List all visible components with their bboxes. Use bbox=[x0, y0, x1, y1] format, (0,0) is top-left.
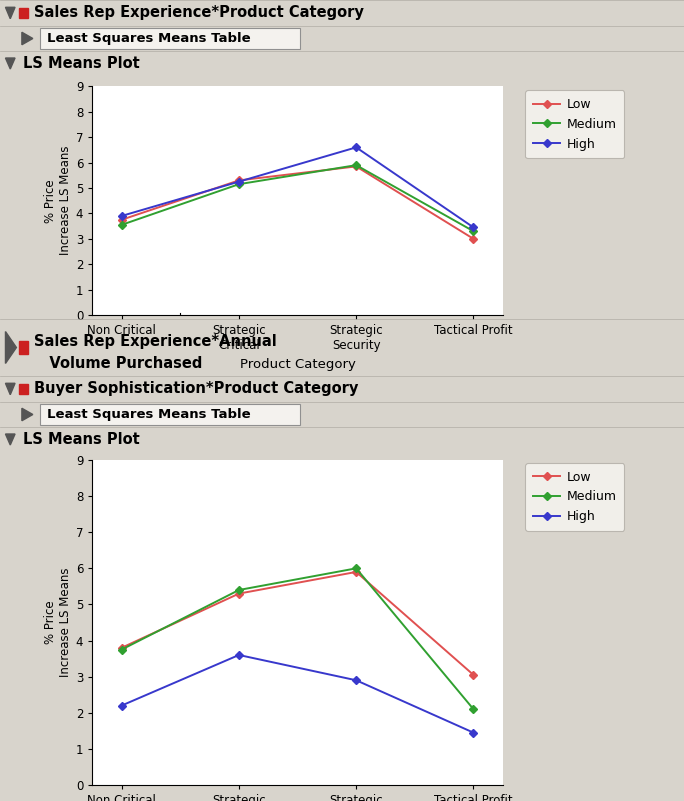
Text: LS Means Plot: LS Means Plot bbox=[23, 56, 140, 71]
Text: Sales Rep Experience*Annual: Sales Rep Experience*Annual bbox=[34, 334, 277, 349]
Polygon shape bbox=[22, 409, 33, 421]
Polygon shape bbox=[22, 32, 33, 45]
Polygon shape bbox=[5, 7, 15, 18]
Polygon shape bbox=[5, 58, 15, 69]
Y-axis label: % Price
Increase LS Means: % Price Increase LS Means bbox=[44, 568, 72, 677]
Text: Sales Rep Experience*Product Category: Sales Rep Experience*Product Category bbox=[34, 6, 364, 21]
Legend: Low, Medium, High: Low, Medium, High bbox=[525, 91, 624, 158]
X-axis label: Product Category: Product Category bbox=[239, 357, 356, 371]
Text: Least Squares Means Table: Least Squares Means Table bbox=[47, 408, 250, 421]
Bar bbox=[19, 340, 28, 354]
Legend: Low, Medium, High: Low, Medium, High bbox=[525, 463, 624, 531]
Text: Buyer Sophistication*Product Category: Buyer Sophistication*Product Category bbox=[34, 381, 358, 396]
Polygon shape bbox=[5, 332, 16, 364]
Y-axis label: % Price
Increase LS Means: % Price Increase LS Means bbox=[44, 146, 72, 256]
Text: Least Squares Means Table: Least Squares Means Table bbox=[47, 32, 250, 45]
FancyBboxPatch shape bbox=[40, 404, 300, 425]
FancyBboxPatch shape bbox=[40, 28, 300, 49]
Polygon shape bbox=[5, 384, 15, 395]
Bar bbox=[19, 384, 28, 394]
Polygon shape bbox=[5, 434, 15, 445]
Text: LS Means Plot: LS Means Plot bbox=[23, 432, 140, 447]
Bar bbox=[19, 8, 28, 18]
Text: Volume Purchased: Volume Purchased bbox=[34, 356, 202, 371]
